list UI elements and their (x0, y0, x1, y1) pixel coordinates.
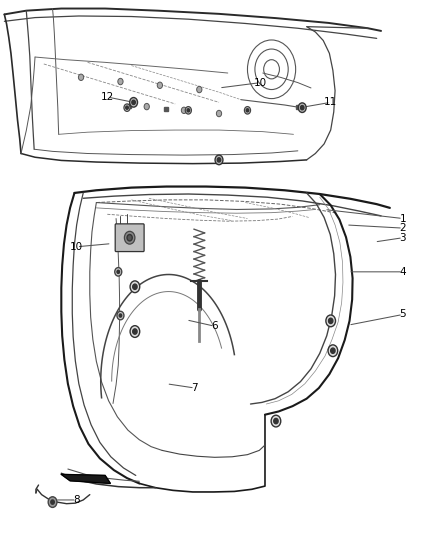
Circle shape (124, 104, 130, 111)
Circle shape (244, 107, 251, 114)
Circle shape (181, 107, 187, 114)
Text: 7: 7 (191, 383, 198, 393)
Circle shape (271, 415, 281, 427)
Circle shape (132, 100, 135, 104)
Circle shape (185, 107, 191, 114)
Text: 8: 8 (73, 495, 80, 505)
Circle shape (133, 329, 137, 334)
Circle shape (133, 284, 137, 289)
Circle shape (197, 86, 202, 93)
Circle shape (331, 348, 335, 353)
Circle shape (215, 155, 223, 165)
Circle shape (78, 74, 84, 80)
Circle shape (126, 106, 128, 109)
Circle shape (127, 235, 132, 241)
Circle shape (130, 281, 140, 293)
Text: 12: 12 (101, 92, 114, 102)
Text: 4: 4 (399, 267, 406, 277)
Circle shape (274, 418, 278, 424)
Circle shape (51, 500, 54, 504)
Circle shape (117, 311, 124, 320)
Text: 10: 10 (254, 78, 267, 87)
Circle shape (130, 98, 138, 107)
Circle shape (217, 158, 221, 162)
Circle shape (326, 315, 336, 327)
Circle shape (300, 106, 304, 110)
Circle shape (298, 103, 306, 112)
Circle shape (124, 231, 135, 244)
Circle shape (187, 109, 190, 112)
Circle shape (157, 82, 162, 88)
Circle shape (119, 314, 122, 317)
Circle shape (117, 270, 120, 273)
Text: 10: 10 (70, 242, 83, 252)
Text: 11: 11 (324, 98, 337, 107)
Text: 2: 2 (399, 223, 406, 233)
Circle shape (130, 326, 140, 337)
Circle shape (144, 103, 149, 110)
Circle shape (216, 110, 222, 117)
Polygon shape (61, 474, 110, 483)
Circle shape (48, 497, 57, 507)
Circle shape (118, 78, 123, 85)
Text: 6: 6 (211, 321, 218, 331)
Circle shape (115, 268, 122, 276)
Circle shape (246, 109, 249, 112)
Text: 1: 1 (399, 214, 406, 223)
Circle shape (328, 345, 338, 357)
Text: 5: 5 (399, 310, 406, 319)
Text: 3: 3 (399, 233, 406, 243)
FancyBboxPatch shape (115, 224, 144, 252)
Circle shape (328, 318, 333, 324)
